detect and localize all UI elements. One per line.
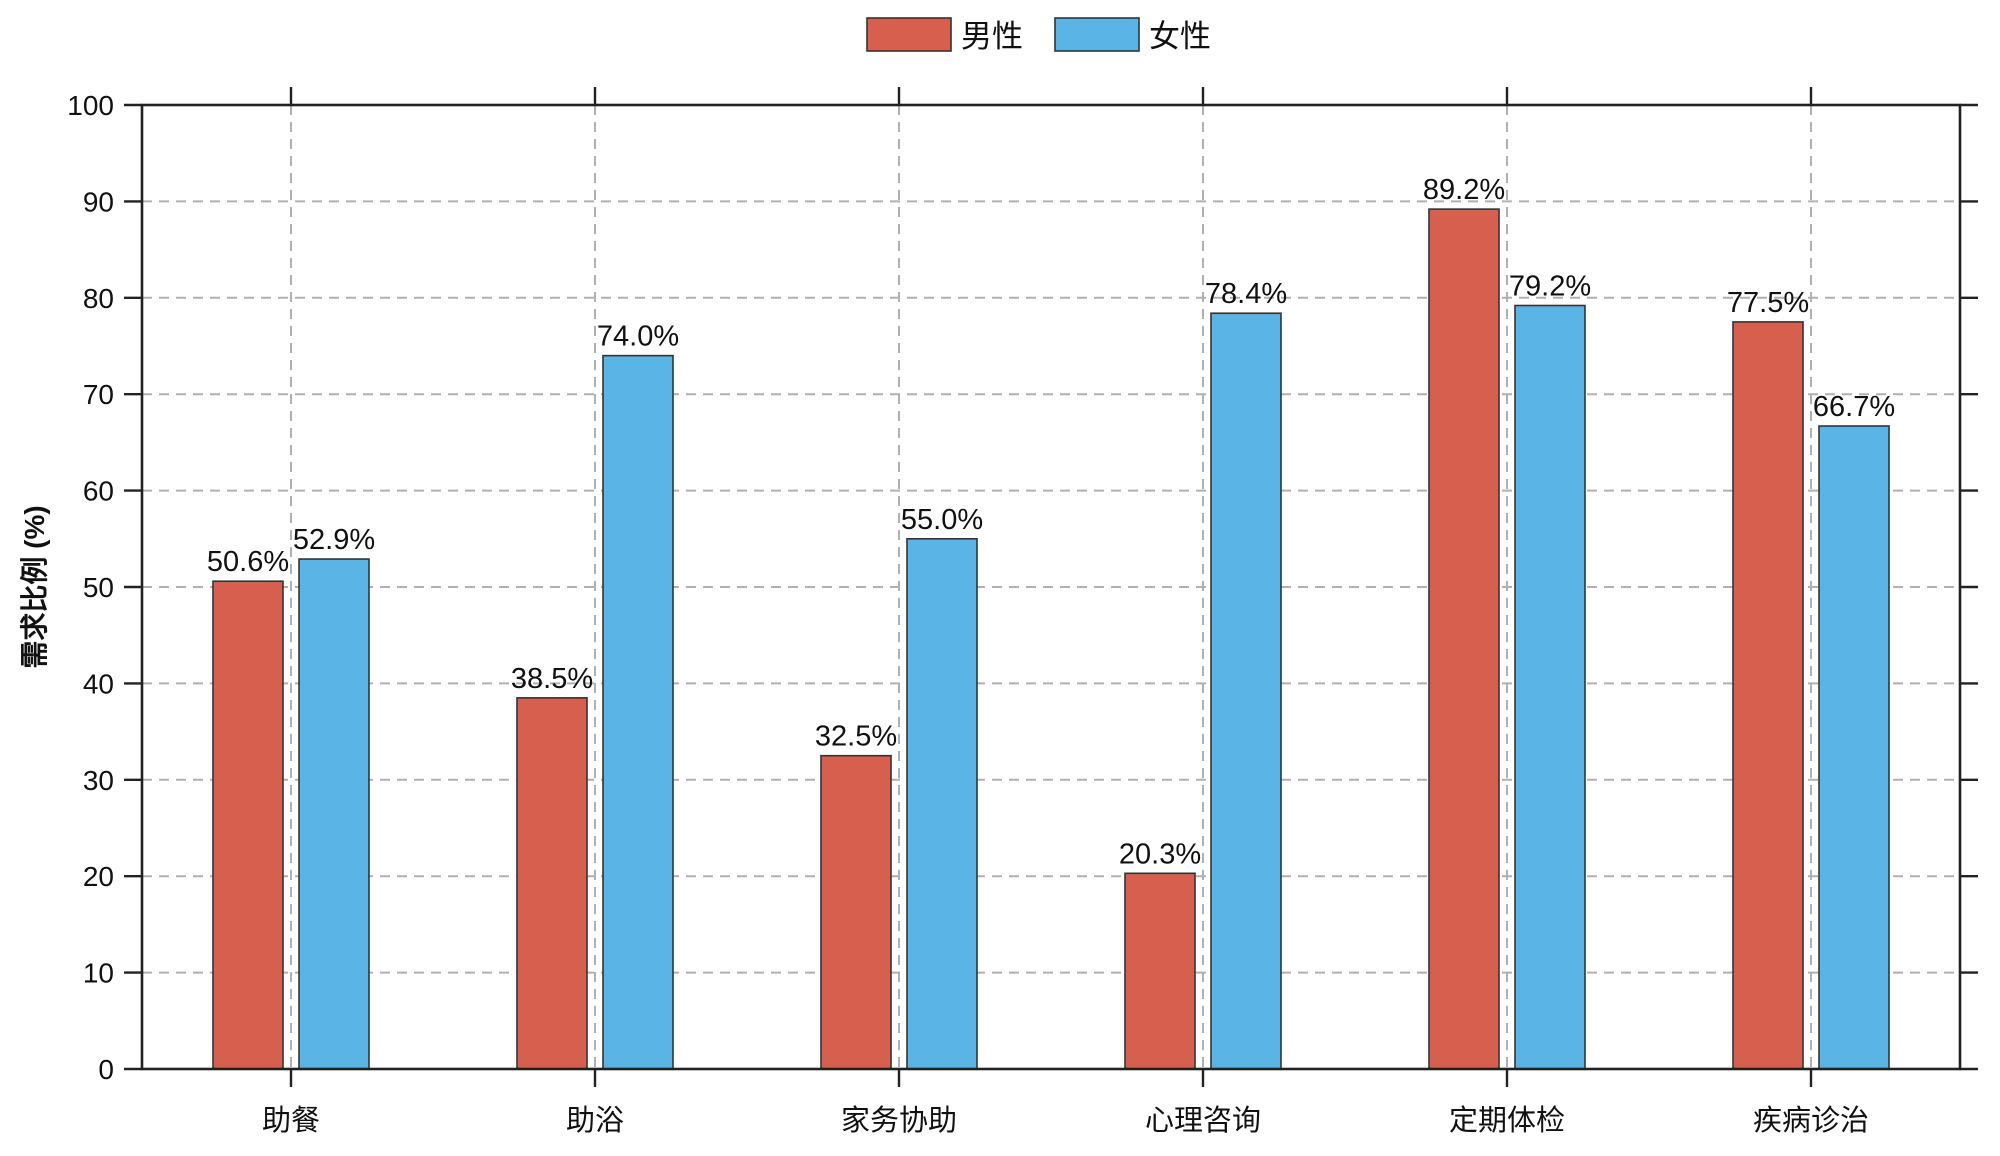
x-tick-label: 助餐: [262, 1104, 320, 1137]
bars: [212, 208, 1890, 1070]
data-label: 38.5%: [511, 663, 593, 695]
data-label: 74.0%: [597, 321, 679, 353]
bar: [212, 580, 284, 1070]
data-label: 77.5%: [1727, 287, 1809, 319]
bar: [1732, 321, 1804, 1070]
data-label: 32.5%: [815, 721, 897, 753]
legend: 男性 女性: [866, 17, 1211, 54]
y-tick-label: 10: [83, 958, 114, 989]
bar: [1210, 312, 1282, 1070]
y-axis-label: 需求比例 (%): [19, 505, 50, 668]
legend-swatch: [1054, 17, 1140, 52]
x-tick-label: 家务协助: [841, 1104, 957, 1137]
data-label: 52.9%: [293, 524, 375, 556]
x-tick-label: 助浴: [566, 1104, 624, 1137]
bar: [516, 697, 588, 1070]
data-label: 79.2%: [1509, 271, 1591, 303]
x-tick-label: 心理咨询: [1145, 1104, 1261, 1137]
bar: [602, 354, 674, 1070]
axis-ticks: [124, 87, 1978, 1087]
bar: [820, 754, 892, 1070]
data-label: 89.2%: [1423, 174, 1505, 206]
data-label: 55.0%: [901, 504, 983, 536]
y-tick-label: 70: [83, 379, 114, 410]
text-labels: 50.6% 38.5% 32.5% 20.3% 89.2% 77.5% 52.9% 74.0%…: [19, 90, 1895, 1137]
bar: [906, 537, 978, 1070]
grid-lines: [142, 105, 1960, 1069]
data-label: 50.6%: [207, 546, 289, 578]
legend-label: 男性: [961, 19, 1023, 54]
y-tick-label: 40: [83, 668, 114, 699]
data-label: 20.3%: [1119, 838, 1201, 870]
legend-swatch: [866, 17, 952, 52]
x-tick-label: 定期体检: [1449, 1104, 1565, 1137]
data-label: 78.4%: [1205, 278, 1287, 310]
bar: [298, 558, 370, 1070]
y-tick-label: 50: [83, 572, 114, 603]
x-tick-label: 疾病诊治: [1753, 1104, 1869, 1137]
y-tick-label: 30: [83, 765, 114, 796]
bar: [1124, 872, 1196, 1070]
y-tick-label: 60: [83, 476, 114, 507]
y-tick-label: 90: [83, 186, 114, 217]
bar: [1818, 425, 1890, 1070]
data-label: 66.7%: [1813, 391, 1895, 423]
bar: [1428, 208, 1500, 1070]
y-tick-label: 20: [83, 861, 114, 892]
y-tick-label: 100: [67, 90, 114, 121]
y-tick-label: 0: [98, 1054, 114, 1085]
legend-label: 女性: [1149, 19, 1211, 54]
y-tick-label: 80: [83, 283, 114, 314]
bar: [1514, 304, 1586, 1070]
